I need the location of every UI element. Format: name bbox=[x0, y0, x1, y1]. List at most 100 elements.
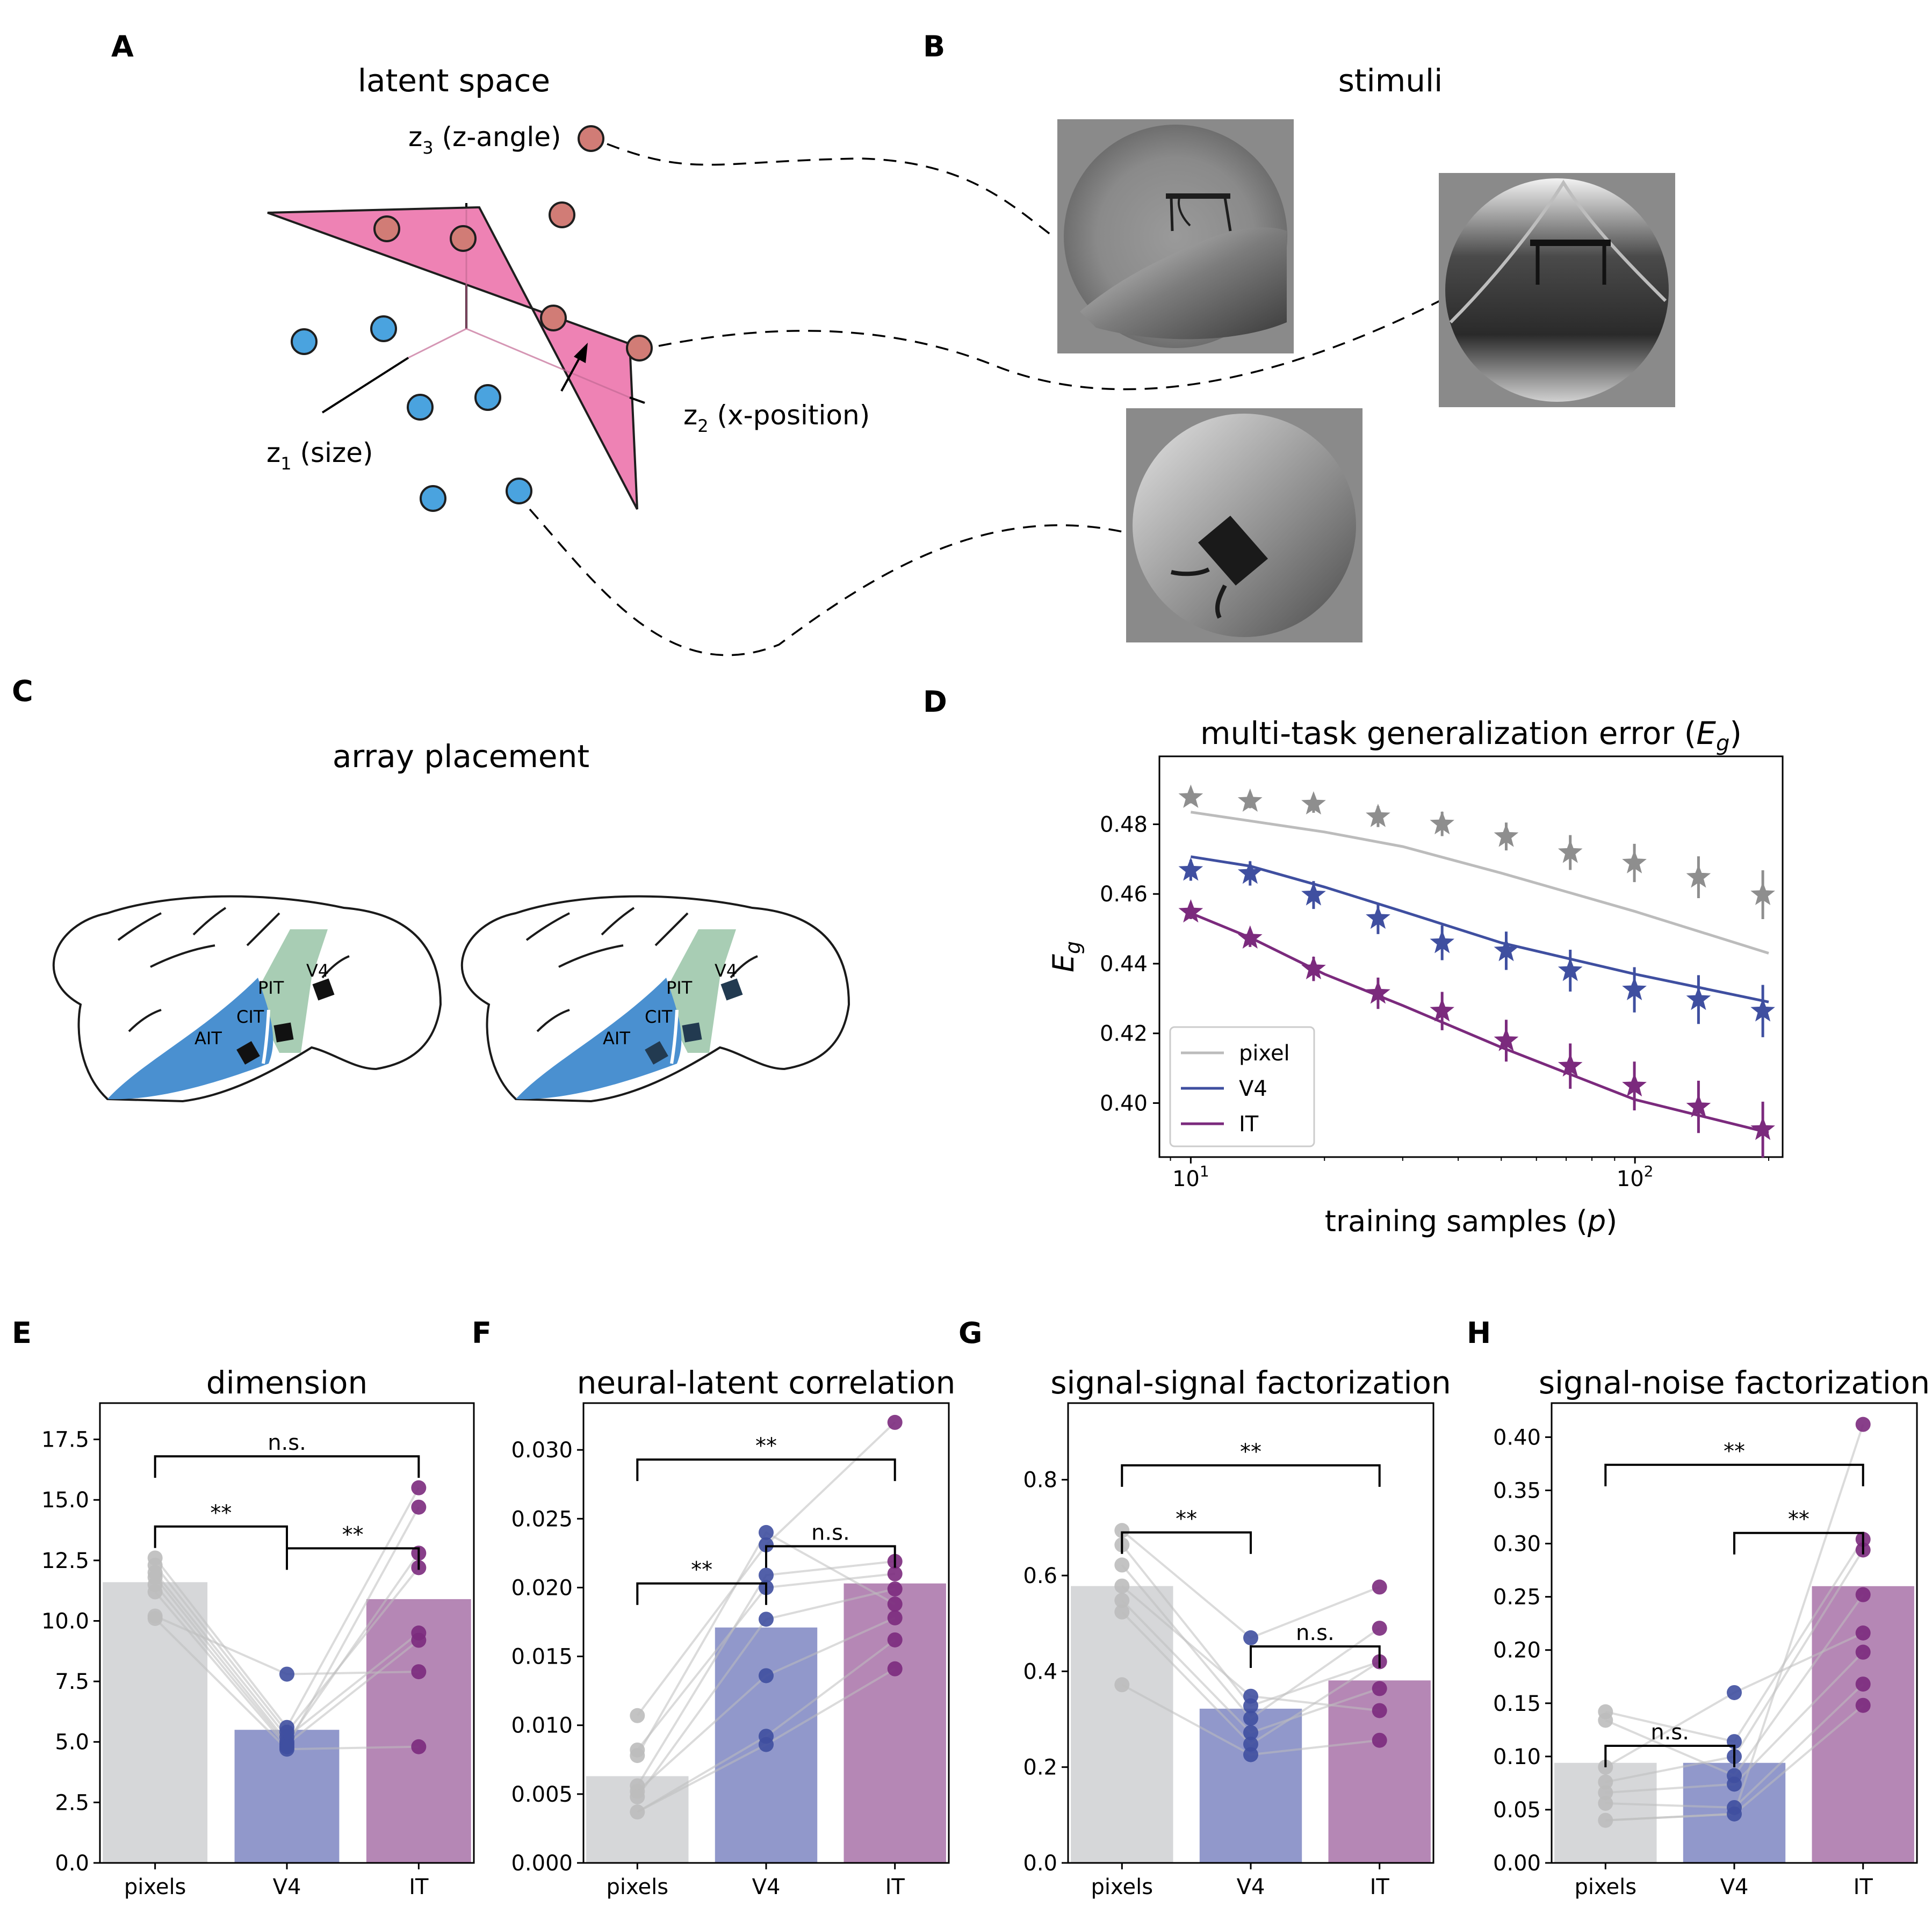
data-point bbox=[279, 1666, 294, 1682]
dashed-connectors bbox=[529, 143, 1440, 656]
y-tick-label: 0.4 bbox=[1023, 1659, 1057, 1684]
latent-point-blue bbox=[407, 394, 434, 421]
y-tick-label: 0.00 bbox=[1493, 1851, 1541, 1876]
data-star bbox=[1622, 1073, 1647, 1097]
data-point bbox=[759, 1668, 774, 1683]
panel-e: E dimension 0.0 2.5 5.0 7.5 10.0 12.5 15.0 17.5 p… bbox=[12, 1316, 475, 1899]
array-square bbox=[312, 978, 335, 1001]
latent-point-red bbox=[540, 305, 567, 331]
latent-point-red bbox=[578, 125, 604, 152]
z3-axis-label: z3 (z-angle) bbox=[408, 121, 561, 158]
y-tick-label: 2.5 bbox=[55, 1790, 89, 1815]
data-point bbox=[411, 1499, 427, 1515]
panel-title: latent space bbox=[358, 62, 550, 99]
data-point bbox=[630, 1804, 645, 1820]
area-label-pit: PIT bbox=[258, 978, 284, 998]
chart-title: dimension bbox=[206, 1364, 367, 1401]
series-v4 bbox=[1178, 855, 1775, 1037]
data-point bbox=[1114, 1677, 1130, 1693]
bar-it bbox=[844, 1583, 946, 1863]
y-tick-label: 0.8 bbox=[1023, 1468, 1057, 1493]
data-point bbox=[887, 1596, 903, 1612]
data-point bbox=[147, 1584, 163, 1600]
data-star bbox=[1237, 861, 1263, 884]
data-point bbox=[1855, 1625, 1871, 1641]
data-star bbox=[1686, 1094, 1711, 1117]
significance-bracket bbox=[1733, 1531, 1864, 1555]
bar-chart-signal-signal-factorization: signal-signal factorization 0.0 0.2 0.4 0.6 0… bbox=[1023, 1364, 1451, 1899]
series-line bbox=[1191, 855, 1769, 1003]
x-tick-label: V4 bbox=[1720, 1875, 1749, 1899]
y-tick-label: 10.0 bbox=[41, 1609, 89, 1634]
data-point bbox=[1114, 1578, 1130, 1594]
data-point bbox=[887, 1414, 903, 1430]
legend-label: IT bbox=[1239, 1112, 1259, 1137]
data-star bbox=[1494, 938, 1519, 962]
data-star bbox=[1178, 857, 1203, 881]
x-tick-label: 101 bbox=[1172, 1162, 1209, 1191]
data-star bbox=[1366, 905, 1390, 929]
significance-bracket bbox=[1121, 1531, 1252, 1554]
panel-letter: C bbox=[12, 674, 33, 708]
data-point bbox=[630, 1789, 645, 1804]
data-point bbox=[887, 1581, 903, 1596]
panel-g: G signal-signal factorization 0.0 0.2 0.4 0.… bbox=[958, 1316, 1451, 1899]
x-tick-label: pixels bbox=[1091, 1875, 1154, 1899]
x-tick-label: 102 bbox=[1617, 1162, 1654, 1191]
x-tick-label: IT bbox=[885, 1875, 905, 1899]
stimulus-image-table-mountain bbox=[1439, 173, 1675, 407]
data-star bbox=[1237, 925, 1263, 949]
data-point bbox=[1855, 1417, 1871, 1432]
y-tick-label: 0.30 bbox=[1493, 1532, 1541, 1557]
data-point bbox=[1727, 1685, 1742, 1700]
area-it-region bbox=[516, 978, 682, 1100]
data-point bbox=[1855, 1644, 1871, 1660]
data-point bbox=[759, 1567, 774, 1583]
array-square bbox=[273, 1022, 294, 1043]
sulcus bbox=[262, 1009, 270, 1064]
data-point bbox=[1114, 1523, 1130, 1538]
y-axis-label: Eg bbox=[1047, 941, 1085, 972]
significance-label: n.s. bbox=[268, 1430, 306, 1455]
arrow-head bbox=[574, 343, 588, 363]
chart-title: signal-noise factorization bbox=[1539, 1364, 1930, 1401]
series-line bbox=[1191, 811, 1769, 955]
latent-dots bbox=[291, 125, 653, 512]
data-point bbox=[411, 1664, 427, 1680]
data-point bbox=[1598, 1785, 1613, 1801]
data-point bbox=[1243, 1710, 1258, 1726]
y-tick-label: 5.0 bbox=[55, 1730, 89, 1755]
x-axis-label: training samples (p) bbox=[1325, 1204, 1617, 1238]
legend: pixel V4 IT bbox=[1169, 1026, 1315, 1147]
data-point bbox=[630, 1708, 645, 1723]
area-label-ait: AIT bbox=[194, 1028, 222, 1049]
data-star bbox=[1301, 956, 1326, 980]
data-point bbox=[1372, 1621, 1387, 1636]
array-square bbox=[236, 1041, 260, 1065]
significance-bracket bbox=[286, 1547, 420, 1570]
data-star bbox=[1558, 957, 1583, 981]
series-pixel bbox=[1178, 784, 1775, 955]
y-tick-label: 15.0 bbox=[41, 1488, 89, 1513]
data-point bbox=[887, 1661, 903, 1677]
x-tick-label: pixels bbox=[124, 1875, 186, 1899]
bar-pixels bbox=[103, 1582, 208, 1863]
chart-title: signal-signal factorization bbox=[1050, 1364, 1451, 1401]
array-square bbox=[720, 978, 743, 1001]
significance-label: ** bbox=[755, 1434, 777, 1458]
y-tick-label: 0.48 bbox=[1100, 812, 1148, 837]
x-tick-label: IT bbox=[409, 1875, 429, 1899]
y-tick-label: 0.15 bbox=[1493, 1692, 1541, 1716]
data-point bbox=[887, 1610, 903, 1625]
sulcus-line bbox=[128, 1009, 162, 1032]
data-point bbox=[1243, 1630, 1258, 1645]
data-point bbox=[1243, 1698, 1258, 1714]
y-tick-label: 7.5 bbox=[55, 1670, 89, 1694]
y-tick-label: 12.5 bbox=[41, 1549, 89, 1573]
significance-label: ** bbox=[1240, 1440, 1261, 1464]
panel-c: C array placement V4 PIT CIT AIT V4 PIT CIT AI… bbox=[12, 674, 850, 1103]
latent-point-blue bbox=[370, 315, 397, 342]
x-tick-label: V4 bbox=[1237, 1875, 1265, 1899]
z1-axis bbox=[321, 357, 409, 414]
data-star bbox=[1430, 811, 1454, 835]
